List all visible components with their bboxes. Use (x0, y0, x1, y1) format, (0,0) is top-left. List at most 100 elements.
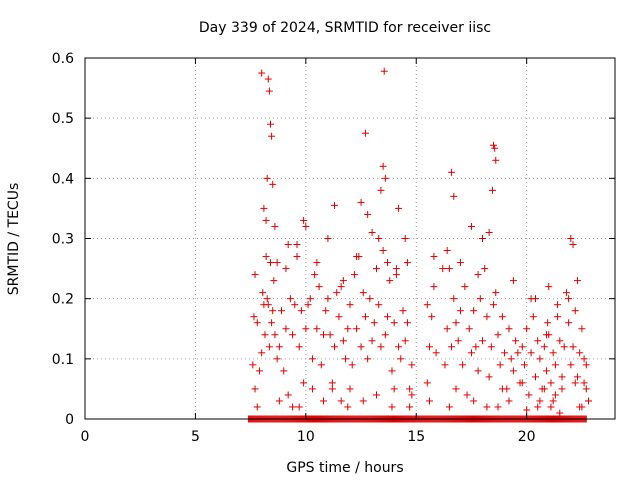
data-point (467, 222, 475, 230)
data-point (430, 283, 438, 291)
data-point (390, 385, 398, 393)
y-tick-label: 0.5 (52, 111, 74, 127)
data-point (476, 295, 484, 303)
data-point (264, 75, 272, 83)
data-point (408, 391, 416, 399)
data-point (271, 331, 279, 339)
data-point (255, 367, 263, 375)
data-point (536, 355, 544, 363)
grid-lines (85, 58, 615, 419)
x-axis-label: GPS time / hours (286, 460, 403, 476)
data-point (293, 241, 301, 249)
data-point (384, 313, 392, 321)
data-point (562, 289, 570, 297)
data-point (381, 174, 389, 182)
data-point (282, 265, 290, 273)
data-point (544, 319, 552, 327)
data-point (454, 337, 462, 345)
data-point (554, 313, 562, 321)
data-point (456, 259, 464, 267)
data-point (344, 325, 352, 333)
data-point (377, 186, 385, 194)
data-point (399, 307, 407, 315)
data-point (443, 325, 451, 333)
data-point (443, 247, 451, 255)
data-point (479, 337, 486, 345)
data-point (496, 361, 504, 369)
data-point (461, 283, 469, 291)
data-point (445, 403, 453, 411)
data-point (492, 156, 500, 164)
data-point (331, 201, 339, 209)
data-point (278, 307, 286, 315)
data-point (565, 295, 573, 303)
data-point (498, 313, 506, 321)
data-point (263, 295, 271, 303)
data-point (439, 265, 447, 273)
data-point (390, 319, 398, 327)
data-point (452, 319, 460, 327)
data-point (529, 313, 537, 321)
data-point (384, 259, 392, 267)
data-point (269, 307, 277, 315)
data-point (551, 391, 559, 399)
data-point (311, 271, 319, 279)
data-point (467, 349, 475, 357)
data-point (328, 385, 336, 393)
data-point (556, 337, 564, 345)
data-point (375, 301, 383, 309)
data-point (560, 343, 568, 351)
data-point (275, 397, 283, 405)
data-point (270, 277, 278, 285)
data-point (377, 343, 385, 351)
data-point (368, 337, 376, 345)
data-point (315, 283, 323, 291)
data-point (397, 355, 405, 363)
data-point (403, 319, 411, 327)
data-point (573, 373, 581, 381)
data-point (470, 307, 478, 315)
data-point (523, 406, 531, 414)
data-point (406, 385, 414, 393)
data-point (448, 168, 456, 176)
data-point (428, 313, 436, 321)
data-point (547, 379, 555, 387)
data-point (450, 192, 458, 200)
data-point (357, 198, 365, 206)
data-point (388, 367, 396, 375)
data-point (527, 295, 535, 303)
data-point (494, 403, 502, 411)
data-point (324, 295, 332, 303)
data-point (366, 295, 374, 303)
data-point (302, 325, 310, 333)
data-point (501, 349, 509, 357)
data-point (269, 180, 277, 188)
data-point (432, 349, 440, 357)
data-point (265, 343, 273, 351)
data-point (251, 385, 259, 393)
data-point (284, 241, 292, 249)
data-point (259, 289, 267, 297)
y-tick-label: 0.3 (52, 232, 74, 248)
data-point (520, 361, 528, 369)
data-point (261, 331, 269, 339)
data-point (509, 367, 517, 375)
data-point (258, 349, 266, 357)
scatter-points (244, 67, 592, 423)
data-point (253, 319, 261, 327)
data-point (359, 289, 367, 297)
data-point (322, 307, 330, 315)
data-point (388, 403, 396, 411)
data-point (392, 271, 400, 279)
x-tick-label: 5 (191, 429, 200, 445)
data-point (545, 283, 553, 291)
data-point (373, 391, 380, 399)
data-point (346, 301, 354, 309)
data-point (543, 331, 551, 339)
data-point (492, 289, 500, 297)
data-point (490, 301, 498, 309)
data-point (512, 337, 520, 345)
data-point (472, 343, 480, 351)
data-point (364, 355, 372, 363)
data-point (481, 265, 489, 273)
